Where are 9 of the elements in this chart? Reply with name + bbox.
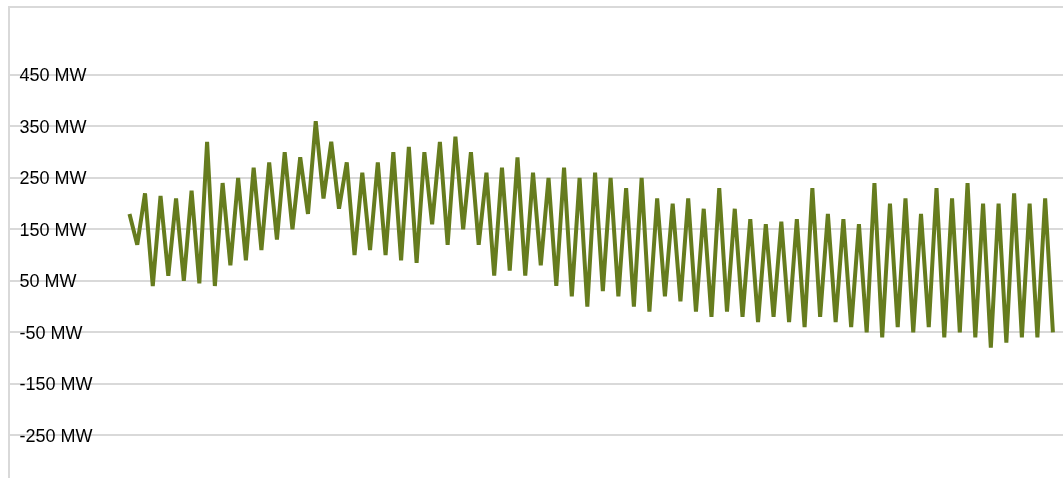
y-tick-label: 350 MW (19, 116, 87, 137)
y-tick-label: 150 MW (19, 219, 87, 240)
y-tick-label: 250 MW (19, 168, 87, 189)
y-tick-label: 50 MW (19, 271, 77, 292)
y-tick-label: -250 MW (19, 425, 93, 446)
y-tick-label: 450 MW (19, 65, 87, 86)
line-series (127, 119, 1055, 350)
y-tick-label: -50 MW (19, 322, 83, 343)
y-tick-label: -150 MW (19, 374, 93, 395)
